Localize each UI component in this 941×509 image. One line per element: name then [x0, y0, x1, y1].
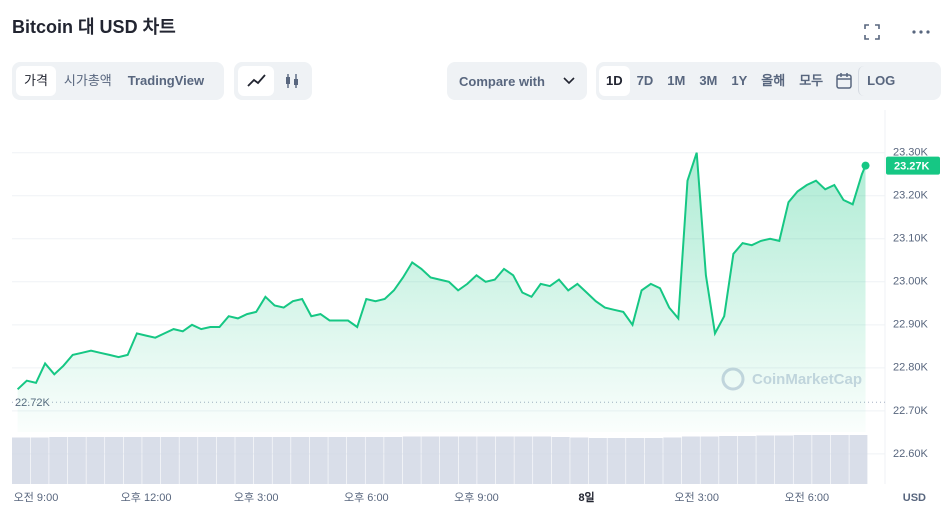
volume-bar	[663, 437, 682, 484]
fullscreen-icon[interactable]	[862, 22, 882, 42]
x-tick-label: 오후 6:00	[344, 491, 389, 504]
volume-bar	[477, 436, 496, 484]
volume-bar	[346, 437, 365, 484]
volume-bar	[719, 436, 738, 484]
x-tick-label: 8일	[578, 490, 594, 504]
volume-bar	[49, 437, 68, 484]
range-button[interactable]: 1Y	[731, 73, 748, 88]
range-button[interactable]: 3M	[699, 73, 718, 88]
compare-label: Compare with	[459, 73, 545, 89]
volume-bar	[812, 435, 831, 484]
volume-bar	[626, 438, 645, 484]
y-tick-label: 23.20K	[893, 190, 929, 202]
y-tick-label: 22.80K	[893, 362, 929, 374]
volume-bar	[421, 436, 440, 484]
title: Bitcoin 대 USD 차트	[12, 17, 176, 37]
compare-dropdown[interactable]: Compare with	[447, 62, 587, 100]
y-tick-label: 23.10K	[893, 233, 929, 245]
volume-bar	[160, 437, 179, 484]
volume-bar	[142, 437, 161, 484]
range-button[interactable]: 1M	[667, 73, 686, 88]
volume-bar	[551, 437, 570, 484]
volume-bar	[700, 436, 719, 484]
volume-bar	[291, 437, 310, 484]
volume-bar	[402, 436, 421, 484]
volume-bar	[253, 437, 272, 484]
y-tick-label: 23.00K	[893, 276, 929, 288]
price-area	[17, 152, 866, 432]
log-button[interactable]: LOG	[858, 66, 903, 96]
volume-bar	[440, 436, 459, 484]
candle-type[interactable]	[274, 66, 310, 96]
volume-bar	[123, 437, 142, 484]
volume-bar	[235, 437, 254, 484]
volume-bar	[458, 436, 477, 484]
volume-bar	[86, 437, 105, 484]
current-price-label: 23.27K	[894, 161, 930, 173]
x-tick-label: 오전 6:00	[784, 491, 829, 504]
volume-bar	[514, 436, 533, 484]
volume-bar	[774, 435, 793, 484]
volume-bar	[533, 436, 552, 484]
y-tick-label: 22.60K	[893, 448, 929, 460]
watermark-logo	[721, 367, 745, 391]
y-tick-label: 22.90K	[893, 319, 929, 331]
volume-bar	[644, 438, 663, 484]
volume-bar	[607, 438, 626, 484]
volume-bar	[681, 436, 700, 484]
volume-bar	[67, 437, 86, 484]
y-tick-label: 22.70K	[893, 405, 929, 417]
line-type[interactable]	[238, 66, 274, 96]
volume-bar	[309, 437, 328, 484]
tab[interactable]: TradingView	[127, 73, 205, 88]
volume-bar	[588, 438, 607, 484]
volume-bar	[198, 437, 217, 484]
volume-bar	[30, 437, 49, 484]
volume-bar	[365, 437, 384, 484]
volume-bar	[756, 435, 775, 484]
volume-bar	[830, 435, 849, 484]
current-price-box	[886, 156, 940, 175]
x-tick-label: 오후 3:00	[234, 491, 279, 504]
x-tick-label: 오후 9:00	[454, 491, 499, 504]
range-button[interactable]: 7D	[636, 73, 654, 88]
range-button[interactable]: 모두	[799, 73, 824, 88]
volume-bar	[105, 437, 124, 484]
chart-type-group	[234, 62, 312, 100]
reference-label: 22.72K	[15, 397, 51, 409]
calendar-button[interactable]	[830, 66, 858, 96]
volume-bar	[495, 436, 514, 484]
last-point	[861, 161, 870, 170]
volume-bar	[793, 435, 812, 484]
volume-bar	[384, 437, 403, 484]
range-button[interactable]: 올해	[761, 73, 786, 88]
range-group: 1D 7D 1M 3M 1Y 올해 모두 LOG	[596, 62, 941, 100]
y-unit: USD	[903, 492, 926, 504]
x-tick-label: 오전 9:00	[14, 491, 59, 504]
watermark: CoinMarketCap	[752, 371, 862, 388]
volume-bar	[272, 437, 291, 484]
volume-bar	[179, 437, 198, 484]
price-line	[16, 152, 867, 391]
tab-group: 가격 시가총액 TradingView	[12, 62, 224, 100]
x-tick-label: 오후 12:00	[121, 491, 172, 504]
volume-bar	[328, 437, 347, 484]
range-button[interactable]: 1D	[599, 66, 630, 96]
volume-bar	[737, 436, 756, 484]
tab[interactable]: 가격	[16, 66, 56, 96]
volume-bar	[216, 437, 235, 484]
y-tick-label: 23.30K	[893, 147, 929, 159]
x-tick-label: 오전 3:00	[674, 491, 719, 504]
volume-bar	[12, 437, 31, 484]
more-icon[interactable]	[910, 22, 932, 42]
volume-bar	[849, 435, 868, 484]
tab[interactable]: 시가총액	[63, 73, 112, 88]
volume-bar	[570, 437, 589, 484]
